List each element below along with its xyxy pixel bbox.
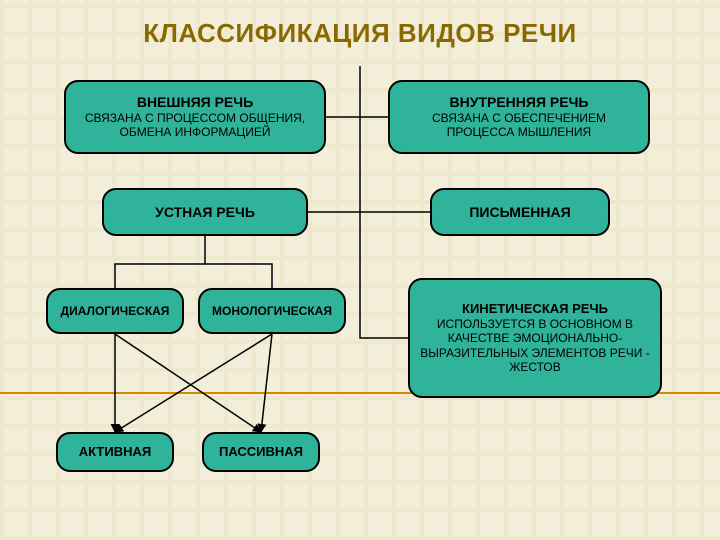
- node-title: ПАССИВНАЯ: [219, 444, 303, 460]
- node-dialogic: ДИАЛОГИЧЕСКАЯ: [46, 288, 184, 334]
- node-external-speech: ВНЕШНЯЯ РЕЧЬ СВЯЗАНА С ПРОЦЕССОМ ОБЩЕНИЯ…: [64, 80, 326, 154]
- node-title: УСТНАЯ РЕЧЬ: [155, 204, 255, 221]
- node-title: МОНОЛОГИЧЕСКАЯ: [212, 304, 332, 318]
- node-passive: ПАССИВНАЯ: [202, 432, 320, 472]
- node-internal-speech: ВНУТРЕННЯЯ РЕЧЬ СВЯЗАНА С ОБЕСПЕЧЕНИЕМ П…: [388, 80, 650, 154]
- node-written-speech: ПИСЬМЕННАЯ: [430, 188, 610, 236]
- node-title: ПИСЬМЕННАЯ: [469, 204, 570, 221]
- node-active: АКТИВНАЯ: [56, 432, 174, 472]
- node-title: КИНЕТИЧЕСКАЯ РЕЧЬ: [462, 301, 608, 317]
- node-kinetic-speech: КИНЕТИЧЕСКАЯ РЕЧЬ ИСПОЛЬЗУЕТСЯ В ОСНОВНО…: [408, 278, 662, 398]
- node-title: ДИАЛОГИЧЕСКАЯ: [61, 304, 170, 318]
- node-title: ВНУТРЕННЯЯ РЕЧЬ: [450, 94, 589, 111]
- node-monologic: МОНОЛОГИЧЕСКАЯ: [198, 288, 346, 334]
- node-subtitle: СВЯЗАНА С ОБЕСПЕЧЕНИЕМ ПРОЦЕССА МЫШЛЕНИЯ: [398, 111, 640, 140]
- node-subtitle: СВЯЗАНА С ПРОЦЕССОМ ОБЩЕНИЯ, ОБМЕНА ИНФО…: [74, 111, 316, 140]
- node-title: ВНЕШНЯЯ РЕЧЬ: [137, 94, 253, 111]
- node-title: АКТИВНАЯ: [79, 444, 151, 460]
- node-subtitle: ИСПОЛЬЗУЕТСЯ В ОСНОВНОМ В КАЧЕСТВЕ ЭМОЦИ…: [418, 317, 652, 375]
- node-oral-speech: УСТНАЯ РЕЧЬ: [102, 188, 308, 236]
